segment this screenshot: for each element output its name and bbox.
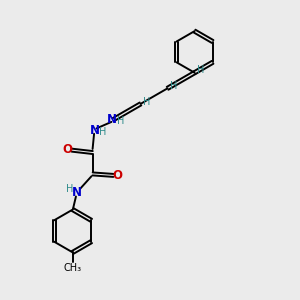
Text: O: O [63,143,73,156]
Text: N: N [107,113,117,126]
Text: CH₃: CH₃ [64,263,82,273]
Text: N: N [72,186,82,199]
Text: H: H [170,81,178,91]
Text: N: N [90,124,100,137]
Text: H: H [143,98,151,107]
Text: H: H [66,184,74,194]
Text: H: H [117,116,124,126]
Text: H: H [99,127,106,137]
Text: H: H [197,65,205,75]
Text: O: O [112,169,123,182]
